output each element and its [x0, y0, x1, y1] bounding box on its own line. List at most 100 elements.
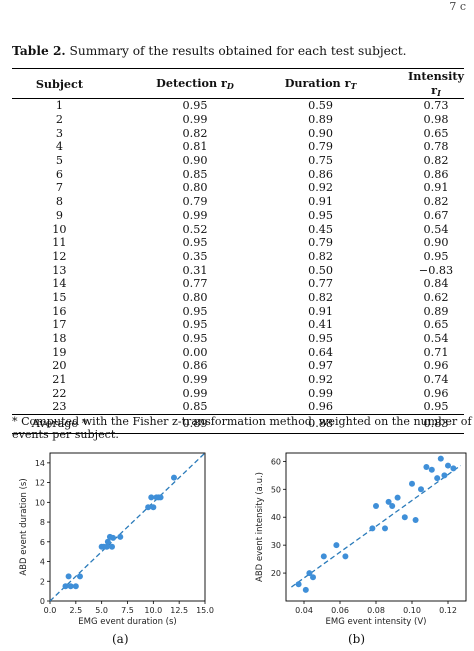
y-tick-label: 12: [35, 479, 45, 488]
cell-detection: 0.52: [182, 222, 208, 236]
table-row: 12 0.35 0.82 0.95: [12, 250, 464, 264]
cell-intensity: 0.96: [423, 359, 449, 373]
cell-detection: 0.95: [182, 332, 208, 346]
cell-duration: 0.82: [308, 290, 334, 304]
table-row: 19 0.00 0.64 0.71: [12, 345, 464, 359]
cell-detection: 0.95: [182, 304, 208, 318]
header-subject: Subject: [12, 68, 107, 99]
data-point: [104, 538, 111, 545]
data-point: [389, 503, 396, 510]
cell-duration: 0.41: [308, 318, 334, 332]
cell-subject: 17: [52, 318, 67, 332]
data-point: [157, 494, 164, 501]
data-point: [76, 573, 83, 580]
cell-detection: 0.85: [182, 167, 208, 181]
data-point: [150, 504, 157, 511]
table-row: 6 0.85 0.86 0.86: [12, 167, 464, 181]
cell-subject: 12: [52, 249, 67, 263]
cell-intensity: 0.82: [423, 154, 449, 168]
cell-intensity: 0.95: [423, 400, 449, 414]
cell-subject: 23: [52, 400, 67, 414]
cell-subject: 10: [52, 222, 67, 236]
cell-detection: 0.00: [182, 345, 208, 359]
cell-subject: 1: [55, 99, 63, 113]
data-point: [145, 504, 152, 511]
data-point: [445, 462, 451, 469]
table-body: 1 0.95 0.59 0.73 2 0.99 0.89 0.98 3 0.82 0.90 0.65 4…: [12, 99, 464, 434]
y-tick-label: 10: [35, 498, 45, 507]
data-point: [306, 570, 313, 577]
cell-duration: 0.45: [308, 222, 334, 236]
y-tick-label: 0: [40, 597, 45, 606]
table-row: 10 0.52 0.45 0.54: [12, 222, 464, 236]
cell-duration: 0.92: [308, 181, 334, 195]
cell-duration: 0.77: [308, 277, 334, 291]
cell-detection: 0.99: [182, 113, 208, 127]
cell-intensity: 0.54: [423, 332, 449, 346]
x-axis-label: EMG event intensity (V): [326, 617, 427, 627]
data-point: [320, 553, 327, 560]
cell-detection: 0.86: [182, 359, 208, 373]
data-point: [382, 525, 388, 532]
data-point: [62, 583, 69, 590]
x-tick-label: 0.08: [367, 606, 385, 615]
cell-duration: 0.64: [308, 345, 334, 359]
cell-duration: 0.92: [308, 373, 334, 387]
y-tick-label: 14: [35, 459, 45, 468]
cell-subject: 16: [52, 304, 67, 318]
cell-duration: 0.50: [308, 263, 334, 277]
cell-intensity: 0.62: [423, 290, 449, 304]
average-cell: Average *: [12, 413, 107, 434]
table-row: 1 0.95 0.59 0.73: [12, 99, 464, 113]
data-point: [450, 465, 457, 472]
cell-intensity: 0.74: [423, 373, 449, 387]
y-tick-label: 30: [271, 541, 281, 550]
cell-detection: 0.90: [182, 154, 208, 168]
data-point: [333, 542, 340, 549]
table-row: 13 0.31 0.50 −0.83: [12, 263, 464, 277]
cell-detection: 0.80: [182, 181, 208, 195]
cell-detection: 0.99: [182, 386, 208, 400]
cell-subject: 22: [52, 386, 67, 400]
x-tick-label: 0.10: [403, 606, 421, 615]
y-tick-label: 4: [40, 558, 45, 567]
cell-intensity: 0.65: [423, 126, 449, 140]
cell-intensity: 0.96: [423, 386, 449, 400]
cell-duration: 0.86: [308, 167, 334, 181]
table-row: 4 0.81 0.79 0.78: [12, 140, 464, 154]
table-footnote: * Computed with the Fisher z-transformat…: [12, 415, 472, 441]
data-point: [110, 534, 117, 541]
cell-duration: 0.91: [308, 304, 334, 318]
data-point: [295, 581, 302, 588]
x-tick-label: 5.0: [95, 606, 108, 615]
cell-subject: 8: [55, 195, 63, 209]
data-point: [434, 475, 441, 482]
table-row: 5 0.90 0.75 0.82: [12, 154, 464, 168]
data-point: [117, 533, 124, 540]
table-caption: Table 2. Summary of the results obtained…: [12, 44, 406, 58]
cell-intensity: 0.54: [423, 222, 449, 236]
cell-duration: 0.82: [308, 249, 334, 263]
cell-intensity: −0.83: [418, 263, 454, 277]
table-row: 23 0.85 0.96 0.95: [12, 400, 464, 414]
cell-duration: 0.90: [308, 126, 334, 140]
table-row: 11 0.95 0.79 0.90: [12, 236, 464, 250]
data-point: [67, 583, 74, 590]
table-row: 2 0.99 0.89 0.98: [12, 113, 464, 127]
table-row: 8 0.79 0.91 0.82: [12, 195, 464, 209]
cell-subject: 13: [52, 263, 67, 277]
cell-duration: 0.89: [308, 113, 334, 127]
cell-detection: 0.82: [182, 126, 208, 140]
page-number: 7 c: [449, 0, 466, 13]
cell-detection: 0.31: [182, 263, 208, 277]
header-duration: Duration rT: [243, 68, 368, 99]
data-point: [409, 480, 415, 487]
average-cell: 0.89: [106, 413, 244, 434]
cell-intensity: 0.71: [423, 345, 449, 359]
cell-detection: 0.95: [182, 318, 208, 332]
cell-detection: 0.35: [182, 249, 208, 263]
y-tick-label: 20: [271, 569, 281, 578]
cell-subject: 5: [55, 154, 63, 168]
data-point: [310, 574, 316, 581]
header-detection: Detection rD: [106, 68, 244, 99]
